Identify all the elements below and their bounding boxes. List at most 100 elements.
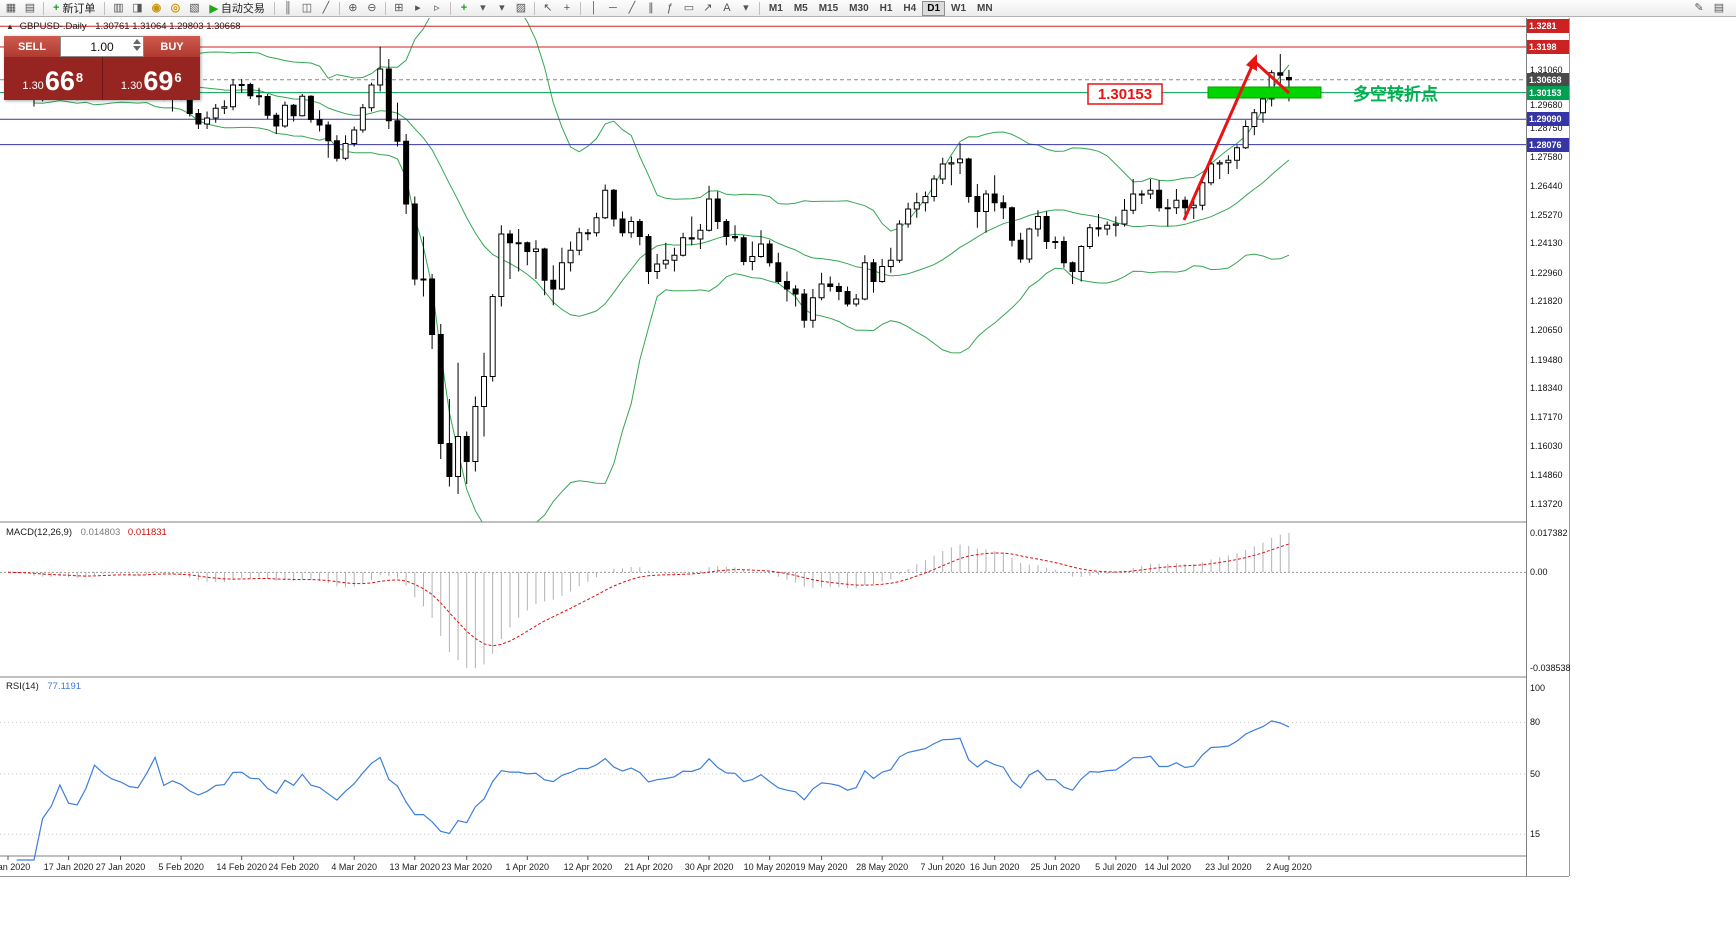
trend-arrow-head bbox=[1246, 54, 1257, 71]
price-scale-label: 1.17170 bbox=[1530, 412, 1563, 423]
chart-shift-icon[interactable]: ▹ bbox=[428, 1, 446, 16]
timeframe-mn[interactable]: MN bbox=[977, 2, 993, 14]
data-window-icon-glyph: ◨ bbox=[132, 1, 143, 14]
horizontal-line-objects[interactable] bbox=[0, 25, 1526, 146]
crosshair-icon[interactable]: + bbox=[558, 1, 576, 16]
timeframe-h1[interactable]: H1 bbox=[879, 2, 893, 14]
trend-arrow-line[interactable] bbox=[1182, 65, 1254, 221]
equidistant-channel-icon-glyph: ∥ bbox=[648, 1, 654, 14]
text-label-icon[interactable]: A bbox=[718, 1, 736, 16]
price-scale-label: 1.28750 bbox=[1530, 122, 1563, 133]
timeframe-h4[interactable]: H4 bbox=[903, 2, 917, 14]
date-label: 2 Aug 2020 bbox=[1266, 862, 1312, 872]
templates-icon-glyph: ▨ bbox=[515, 1, 527, 14]
trendline-icon[interactable]: ╱ bbox=[623, 1, 641, 16]
new-order-icon: + bbox=[53, 2, 60, 14]
rsi-line bbox=[16, 720, 1290, 861]
timeframe-m5[interactable]: M5 bbox=[793, 2, 808, 14]
zoom-in-icon[interactable]: ⊕ bbox=[344, 1, 362, 16]
toolbar-separator bbox=[104, 1, 106, 15]
timeframe-w1[interactable]: W1 bbox=[951, 2, 967, 14]
rsi-scale-label: 15 bbox=[1530, 829, 1541, 840]
cursor-icon-glyph: ↖ bbox=[543, 1, 553, 14]
chart-profiles-icon[interactable]: ▤ bbox=[21, 1, 39, 16]
templates-icon[interactable]: ▨ bbox=[512, 1, 530, 16]
spinner-up-icon[interactable] bbox=[133, 39, 141, 44]
data-window-icon[interactable]: ◨ bbox=[128, 1, 146, 16]
new-chart-icon-glyph: ▦ bbox=[5, 1, 17, 14]
fibonacci-icon[interactable]: ƒ bbox=[661, 1, 679, 16]
vertical-line-icon-glyph: │ bbox=[590, 1, 598, 14]
price-divider bbox=[101, 57, 103, 100]
date-label: 8 Jan 2020 bbox=[0, 862, 30, 872]
candlestick-chart-icon[interactable]: ◫ bbox=[298, 1, 316, 16]
price-scale[interactable]: 1.31060 1.29680 1.28750 1.27580 1.26440 1.252… bbox=[1526, 18, 1571, 876]
global-variables-icon[interactable]: ◎ bbox=[166, 1, 184, 16]
layout-icon[interactable]: ▤ bbox=[1710, 1, 1728, 16]
price-callout-text: 1.30153 bbox=[1098, 86, 1152, 103]
tile-windows-icon[interactable]: ⊞ bbox=[390, 1, 408, 16]
bollinger-middle bbox=[33, 80, 1290, 317]
period-dropdown-icon[interactable]: ▾ bbox=[493, 1, 511, 16]
price-scale-label: 1.27580 bbox=[1530, 152, 1563, 162]
sell-price-big: 66 bbox=[44, 66, 75, 96]
zoom-out-icon[interactable]: ⊖ bbox=[363, 1, 381, 16]
buy-button[interactable]: BUY bbox=[144, 36, 200, 57]
chart-profiles-icon-glyph: ▤ bbox=[24, 1, 36, 14]
date-label: 14 Jul 2020 bbox=[1144, 862, 1191, 872]
history-center-icon[interactable]: ◉ bbox=[147, 1, 165, 16]
new-order-button[interactable]: + 新订单 bbox=[48, 1, 100, 16]
new-order-button-label: 新订单 bbox=[62, 3, 96, 15]
cursor-icon[interactable]: ↖ bbox=[539, 1, 557, 16]
reversal-line[interactable] bbox=[1252, 59, 1291, 95]
sell-price-prefix: 1.30 bbox=[22, 80, 44, 92]
volume-spinner[interactable] bbox=[133, 39, 141, 51]
strategy-tester-icon[interactable]: ▧ bbox=[185, 1, 203, 16]
price-callout-box[interactable] bbox=[1087, 83, 1163, 105]
arrows-icon[interactable]: ↗ bbox=[699, 1, 717, 16]
spinner-down-icon[interactable] bbox=[133, 46, 141, 51]
horizontal-line-icon[interactable]: ─ bbox=[604, 1, 622, 16]
timeframe-m30[interactable]: M30 bbox=[849, 2, 869, 14]
timeframe-m15[interactable]: M15 bbox=[818, 2, 839, 14]
global-variables-icon-glyph: ◎ bbox=[170, 1, 181, 14]
chart-edit-icon[interactable]: ✎ bbox=[1690, 1, 1708, 16]
chart-symbol-period: GBPUSD-.Daily bbox=[19, 21, 87, 32]
new-chart-icon[interactable]: ▦ bbox=[2, 1, 20, 16]
support-zone-rectangle[interactable] bbox=[1207, 86, 1322, 99]
sell-price[interactable]: 1.30 66 8 bbox=[4, 57, 102, 100]
trade-buttons-row: SELL 1.00 BUY bbox=[4, 36, 200, 57]
auto-trading-button[interactable]: ▶ 自动交易 bbox=[204, 1, 269, 16]
date-label: 25 Jun 2020 bbox=[1030, 862, 1080, 872]
toolbar-separator bbox=[449, 1, 451, 15]
auto-scroll-icon[interactable]: ▸ bbox=[409, 1, 427, 16]
sell-button[interactable]: SELL bbox=[4, 36, 60, 57]
equidistant-channel-icon[interactable]: ∥ bbox=[642, 1, 660, 16]
market-watch-icon[interactable]: ▥ bbox=[109, 1, 127, 16]
objects-dropdown-icon-glyph: ▾ bbox=[743, 1, 749, 14]
price-tag: 1.30153 bbox=[1527, 85, 1569, 100]
toolbar-right: ✎ ▤ bbox=[1690, 1, 1734, 16]
indicators-icon[interactable]: + bbox=[455, 1, 473, 16]
timeframe-d1[interactable]: D1 bbox=[922, 0, 946, 16]
line-chart-icon[interactable]: ╱ bbox=[317, 1, 335, 16]
chart-annotations[interactable]: 1.30153 多空转折点 bbox=[1087, 54, 1438, 221]
price-scale-label: 1.24130 bbox=[1530, 238, 1563, 249]
toolbar-separator bbox=[579, 1, 581, 15]
date-label: 14 Feb 2020 bbox=[216, 862, 267, 872]
date-label: 10 May 2020 bbox=[744, 862, 796, 872]
objects-dropdown-icon[interactable]: ▾ bbox=[737, 1, 755, 16]
timeframe-m1[interactable]: M1 bbox=[768, 2, 783, 14]
one-click-trading-panel: SELL 1.00 BUY 1.30 66 8 1.30 69 6 bbox=[4, 36, 200, 100]
shapes-icon[interactable]: ▭ bbox=[680, 1, 698, 16]
bar-chart-icon[interactable]: ║ bbox=[279, 1, 297, 16]
volume-input[interactable]: 1.00 bbox=[60, 36, 144, 57]
indicators-list-icon[interactable]: ▾ bbox=[474, 1, 492, 16]
buy-price[interactable]: 1.30 69 6 bbox=[103, 57, 201, 100]
bid-ask-display: 1.30 66 8 1.30 69 6 bbox=[4, 57, 200, 100]
note-text[interactable]: 多空转折点 bbox=[1353, 84, 1438, 104]
buy-price-prefix: 1.30 bbox=[120, 80, 143, 92]
vertical-line-icon[interactable]: │ bbox=[585, 1, 603, 16]
